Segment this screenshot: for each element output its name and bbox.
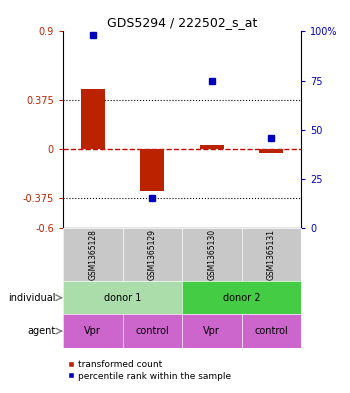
Text: GSM1365128: GSM1365128 [88,229,97,280]
Text: donor 2: donor 2 [223,293,260,303]
Title: GDS5294 / 222502_s_at: GDS5294 / 222502_s_at [107,16,257,29]
Text: donor 1: donor 1 [104,293,141,303]
Legend: transformed count, percentile rank within the sample: transformed count, percentile rank withi… [68,360,231,381]
Text: GSM1365130: GSM1365130 [207,229,216,280]
Text: agent: agent [28,326,56,336]
Bar [81,89,105,149]
Text: control: control [135,326,169,336]
Text: individual: individual [8,293,56,303]
Bar [200,145,224,149]
Text: GSM1365129: GSM1365129 [148,229,157,280]
Bar [259,149,283,153]
Text: Vpr: Vpr [84,326,101,336]
Text: GSM1365131: GSM1365131 [267,229,276,280]
Text: control: control [254,326,288,336]
Bar [140,149,164,191]
Text: Vpr: Vpr [203,326,220,336]
